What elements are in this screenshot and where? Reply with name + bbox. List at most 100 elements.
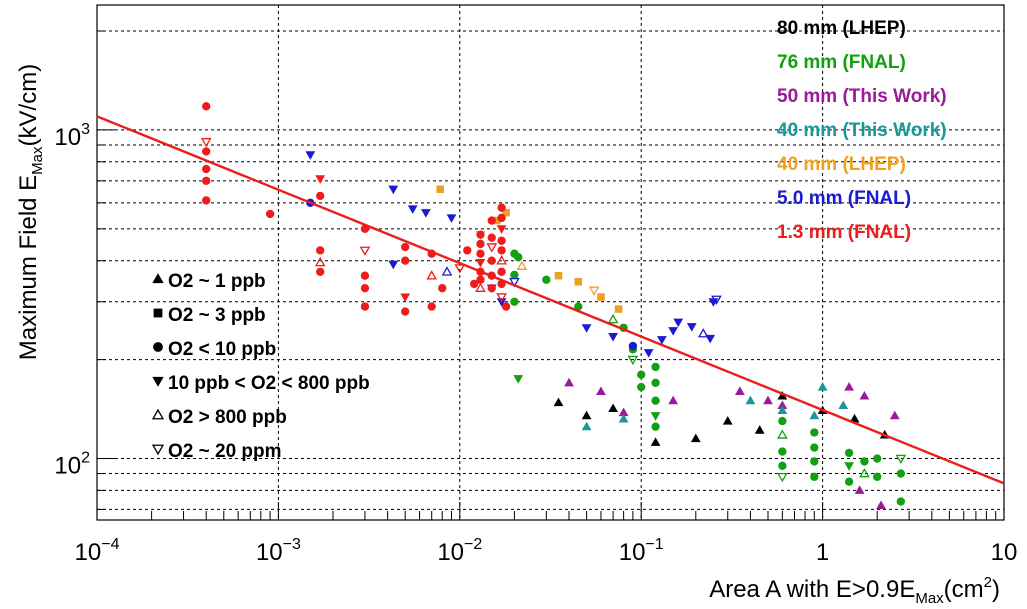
data-point	[441, 266, 453, 276]
y-tick-label: 103	[54, 121, 90, 151]
data-point	[778, 461, 787, 471]
data-point	[516, 260, 528, 270]
data-point	[763, 395, 773, 405]
data-point	[501, 302, 511, 311]
data-point	[735, 386, 745, 396]
marker-legend-symbol	[153, 342, 163, 352]
data-point	[469, 279, 479, 289]
data-point	[777, 405, 788, 415]
marker-legend: O2 ~ 1 ppb O2 ~ 3 ppb O2 < 10 ppb 10 ppb < …	[151, 271, 370, 462]
data-point	[542, 275, 551, 284]
marker-legend-symbol	[151, 408, 165, 420]
data-point	[514, 252, 523, 262]
x-tick-label: 10	[991, 539, 1018, 566]
data-point	[360, 283, 370, 293]
series-80-mm-lhep	[553, 390, 890, 446]
data-point	[497, 203, 506, 212]
data-point	[711, 295, 722, 305]
x-tick-label: 10−1	[619, 536, 664, 566]
data-point	[476, 230, 485, 239]
data-point	[608, 403, 618, 413]
data-point	[810, 428, 819, 437]
data-point	[607, 313, 619, 324]
fit-line-group	[96, 115, 1005, 485]
y-axis-title: Maximum Field EMax(kV/cm)	[15, 64, 46, 360]
data-point	[873, 454, 882, 463]
data-point	[859, 468, 870, 478]
data-point	[475, 282, 486, 292]
data-point	[895, 454, 907, 465]
data-point	[454, 264, 466, 274]
data-point	[202, 102, 211, 111]
data-point	[463, 246, 472, 255]
data-point	[844, 448, 854, 458]
data-point	[554, 271, 563, 280]
data-point	[407, 205, 418, 214]
data-point	[810, 443, 819, 452]
data-point	[497, 246, 506, 255]
data-point	[420, 209, 431, 218]
data-point	[844, 382, 854, 391]
data-point	[777, 429, 788, 439]
data-point	[476, 275, 485, 284]
fit-line	[96, 115, 1005, 485]
x-tick-label: 10−3	[256, 536, 301, 566]
data-point	[427, 302, 436, 311]
data-point	[487, 216, 496, 225]
data-point	[265, 209, 275, 219]
data-point	[668, 395, 679, 405]
data-point	[651, 378, 660, 387]
data-point	[497, 236, 506, 245]
data-point	[426, 270, 438, 280]
data-point	[643, 349, 654, 358]
data-point	[896, 469, 906, 478]
data-point	[401, 307, 410, 316]
data-point	[476, 239, 485, 249]
data-point	[614, 305, 623, 313]
series-40-mm-this-work	[581, 382, 849, 431]
data-point	[673, 318, 684, 328]
data-point	[686, 323, 697, 332]
data-point	[844, 477, 854, 486]
legend-entry: 40 mm (This Work)	[777, 120, 947, 141]
marker-legend-label: 10 ppb < O2 < 800 ppb	[168, 373, 370, 394]
data-point	[581, 421, 592, 431]
data-point	[896, 497, 906, 506]
data-point	[487, 256, 496, 265]
data-point	[809, 410, 820, 420]
marker-legend-label: O2 ~ 20 ppm	[168, 441, 282, 462]
legend-entry: 1.3 mm (FNAL)	[777, 222, 911, 243]
data-point	[202, 164, 211, 174]
data-point	[401, 256, 410, 265]
data-point	[496, 225, 507, 234]
data-point	[502, 208, 510, 217]
data-point	[778, 416, 787, 426]
data-point	[400, 293, 411, 303]
data-point	[202, 176, 211, 186]
data-point	[360, 271, 370, 280]
marker-legend-label: O2 ~ 3 ppb	[168, 305, 266, 326]
data-point	[876, 500, 886, 509]
data-point	[581, 410, 592, 420]
data-point	[810, 457, 819, 466]
marker-legend-label: O2 < 10 ppb	[168, 339, 276, 360]
data-point	[618, 413, 629, 423]
data-point	[202, 196, 211, 205]
x-axis-title: Area A with E>0.9EMax(cm2)	[709, 574, 1000, 607]
data-point	[668, 327, 679, 336]
data-point	[810, 472, 819, 481]
data-point	[510, 270, 519, 280]
data-point	[475, 258, 486, 268]
legend-entry: 76 mm (FNAL)	[777, 52, 906, 73]
data-point	[859, 390, 870, 400]
data-point	[588, 286, 600, 296]
data-point	[817, 382, 828, 391]
data-point	[388, 185, 399, 195]
data-point	[316, 191, 325, 201]
data-point	[496, 255, 507, 265]
data-point	[359, 246, 371, 256]
data-point	[778, 447, 787, 456]
data-point	[596, 386, 606, 396]
x-tick-label: 10−2	[437, 536, 482, 566]
